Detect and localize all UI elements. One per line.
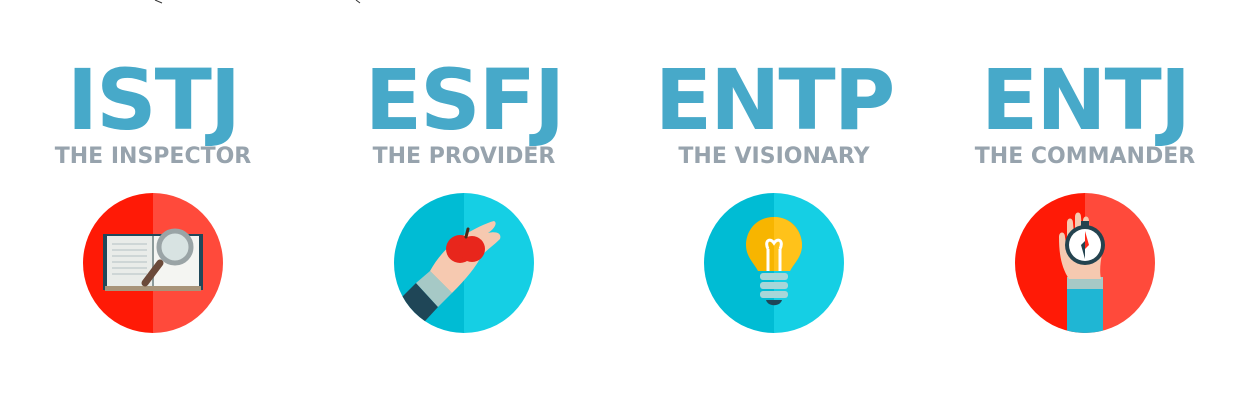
light-bulb-icon [704,193,844,333]
type-code: ENTP [654,51,896,149]
type-code: ISTJ [66,51,241,149]
type-card-entp: ENTP THE VISIONARY [624,58,924,170]
type-code: ENTJ [980,51,1191,149]
type-card-istj: ISTJ THE INSPECTOR [3,58,303,170]
type-card-esfj: ESFJ THE PROVIDER [314,58,614,170]
type-title: THE PROVIDER [372,144,556,169]
type-code: ESFJ [364,51,566,149]
type-title: THE VISIONARY [678,144,870,169]
top-edge-artifact [154,0,361,4]
book-magnifier-icon [83,193,223,333]
type-title: THE INSPECTOR [54,144,252,169]
type-card-entj: ENTJ THE COMMANDER [935,58,1235,170]
type-title: THE COMMANDER [974,144,1196,169]
hand-apple-icon [394,193,534,333]
hand-compass-icon [1015,193,1155,333]
